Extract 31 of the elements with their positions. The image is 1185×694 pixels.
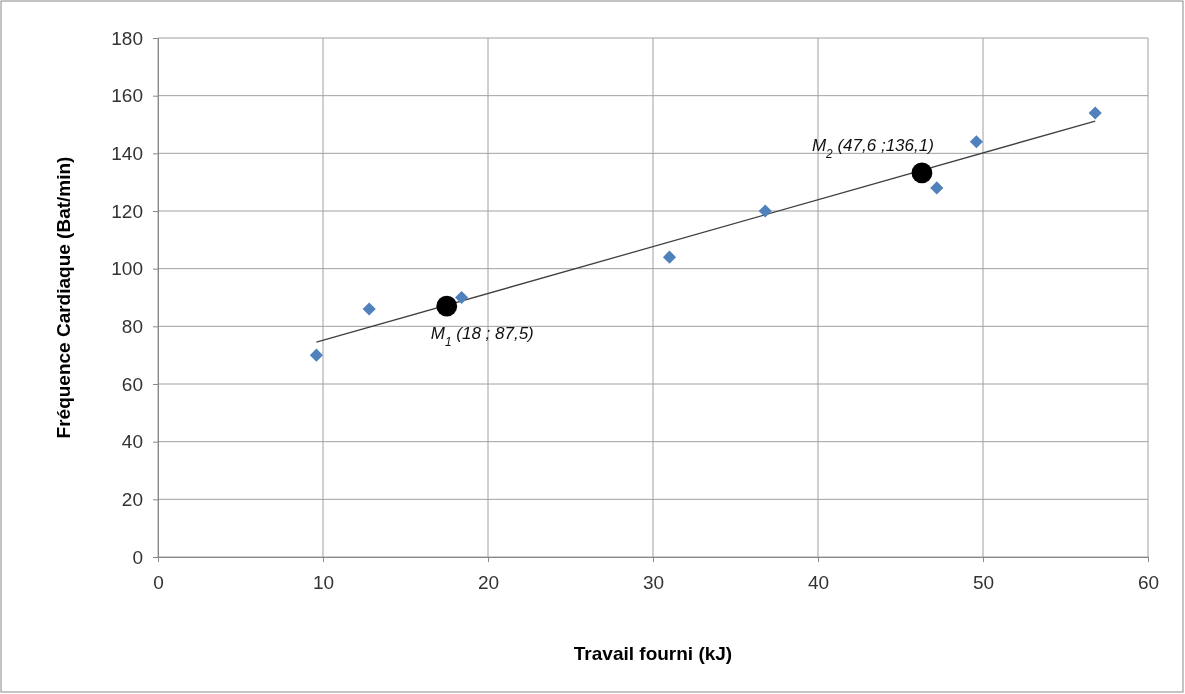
y-tick-label: 80 <box>121 315 143 337</box>
x-tick-label: 60 <box>1137 572 1160 594</box>
point <box>911 162 933 184</box>
x-tick-label: 20 <box>477 572 500 594</box>
annotation: M$_{2}$ (47,6 ;136,1) <box>811 135 934 161</box>
point <box>455 290 469 305</box>
point <box>930 181 944 195</box>
point <box>309 348 323 362</box>
x-tick-label: 0 <box>153 572 164 594</box>
point <box>362 302 376 316</box>
x-tick-label: 50 <box>972 572 995 594</box>
point <box>662 250 677 264</box>
y-tick-label: 180 <box>111 27 143 49</box>
point <box>969 135 983 149</box>
y-tick-label: 100 <box>111 258 143 280</box>
y-tick-label: 60 <box>121 373 143 395</box>
x-tick-label: 30 <box>642 572 665 594</box>
point <box>758 204 772 218</box>
y-tick-label: 40 <box>121 431 143 453</box>
y-tick-label: 160 <box>111 85 143 107</box>
y-tick-label: 120 <box>111 200 143 222</box>
point <box>1088 106 1102 120</box>
y-tick-label: 20 <box>121 488 143 510</box>
y-tick-label: 140 <box>111 142 143 164</box>
x-axis-title: Travail fourni (kJ) <box>573 643 733 664</box>
point <box>436 295 458 317</box>
annotation: M$_{1}$ (18 ; 87,5) <box>430 324 534 350</box>
y-axis-title: Fréquence Cardiaque (Bat/min) <box>53 156 74 439</box>
y-tick-label: 0 <box>132 546 143 568</box>
x-tick-label: 40 <box>807 572 830 594</box>
x-tick-label: 10 <box>312 572 335 594</box>
